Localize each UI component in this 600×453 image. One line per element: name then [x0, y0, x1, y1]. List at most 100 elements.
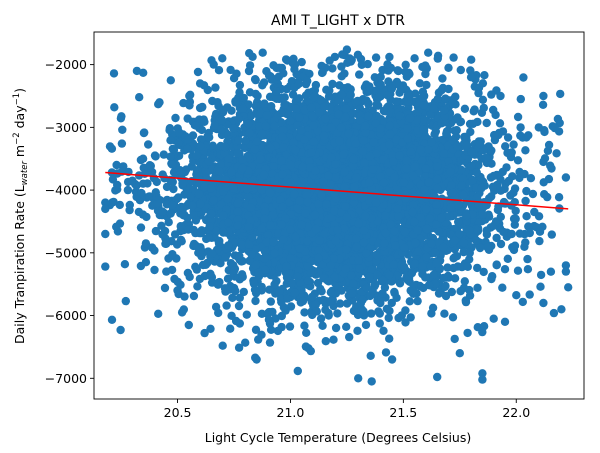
scatter-point: [397, 311, 406, 320]
scatter-point: [248, 232, 257, 242]
scatter-point: [251, 325, 261, 334]
scatter-point: [166, 152, 175, 161]
scatter-point: [385, 52, 394, 62]
scatter-point: [319, 295, 328, 305]
scatter-point: [169, 184, 178, 194]
scatter-point: [495, 119, 505, 128]
scatter-point: [379, 106, 389, 116]
scatter-point: [117, 139, 127, 148]
scatter-point: [480, 71, 489, 80]
scatter-point: [376, 298, 385, 308]
scatter-point: [154, 309, 163, 318]
scatter-point: [342, 322, 351, 331]
scatter-point: [112, 222, 121, 231]
scatter-point: [178, 204, 188, 213]
scatter-point: [353, 50, 363, 59]
scatter-point: [276, 294, 286, 304]
scatter-point: [185, 272, 194, 282]
scatter-point: [305, 69, 314, 79]
scatter-point: [317, 287, 326, 296]
scatter-point: [491, 110, 500, 120]
scatter-point: [237, 270, 247, 279]
scatter-point: [376, 72, 385, 82]
scatter-point: [448, 313, 458, 322]
scatter-point: [220, 149, 229, 158]
scatter-point: [493, 205, 503, 215]
scatter-point: [109, 69, 119, 78]
scatter-point: [456, 65, 465, 75]
scatter-point: [500, 265, 510, 274]
scatter-point: [311, 300, 320, 309]
scatter-point: [411, 89, 420, 98]
scatter-point: [512, 291, 521, 300]
scatter-point: [224, 130, 233, 140]
scatter-point: [479, 322, 489, 331]
scatter-point: [513, 112, 523, 122]
scatter-point: [333, 309, 342, 318]
scatter-point: [287, 77, 297, 86]
scatter-point: [329, 335, 338, 344]
scatter-point: [528, 189, 538, 199]
scatter-point: [234, 343, 244, 352]
scatter-point: [372, 86, 381, 95]
scatter-point: [162, 182, 172, 192]
scatter-point: [216, 259, 225, 268]
scatter-point: [171, 113, 180, 123]
scatter-point: [484, 212, 494, 221]
scatter-point: [434, 289, 444, 298]
scatter-point: [374, 307, 383, 316]
scatter-point: [206, 324, 215, 333]
scatter-point: [516, 123, 525, 132]
scatter-point: [266, 325, 276, 334]
scatter-point: [544, 140, 554, 150]
scatter-point: [401, 60, 410, 69]
scatter-point: [384, 313, 393, 323]
scatter-point: [361, 320, 371, 330]
scatter-point: [235, 293, 244, 302]
scatter-point: [198, 102, 207, 112]
scatter-point: [267, 102, 276, 111]
scatter-point: [260, 101, 270, 110]
scatter-point: [265, 285, 274, 294]
scatter-point: [463, 328, 472, 338]
scatter-point: [213, 98, 222, 107]
scatter-point: [144, 140, 153, 149]
scatter-point: [193, 67, 203, 77]
scatter-point: [459, 238, 469, 248]
scatter-point: [451, 92, 460, 101]
scatter-point: [266, 72, 275, 81]
scatter-point: [239, 93, 248, 103]
scatter-point: [478, 95, 488, 105]
scatter-point: [379, 326, 388, 335]
scatter-point: [281, 55, 291, 64]
scatter-point: [473, 283, 482, 292]
scatter-point: [180, 292, 189, 301]
scatter-point: [165, 126, 174, 135]
scatter-point: [406, 313, 415, 322]
scatter-point: [285, 322, 295, 331]
scatter-point: [422, 80, 431, 90]
scatter-point: [466, 66, 475, 75]
scatter-point: [116, 114, 126, 123]
scatter-point: [546, 161, 555, 170]
scatter-point: [459, 248, 468, 257]
scatter-point: [206, 269, 215, 278]
scatter-point: [172, 195, 181, 204]
scatter-point: [452, 126, 461, 135]
scatter-point: [513, 156, 523, 165]
scatter-point: [277, 322, 286, 332]
scatter-point: [145, 192, 154, 201]
scatter-point: [511, 214, 520, 223]
scatter-point: [482, 118, 491, 128]
scatter-point: [353, 326, 362, 335]
scatter-point: [159, 150, 168, 159]
scatter-point: [510, 241, 520, 250]
scatter-point: [450, 253, 459, 262]
scatter-point: [183, 114, 192, 123]
scatter-point: [275, 287, 284, 297]
scatter-point: [169, 145, 179, 155]
scatter-point: [473, 263, 482, 273]
scatter-point: [160, 283, 170, 293]
scatter-point: [366, 351, 375, 360]
